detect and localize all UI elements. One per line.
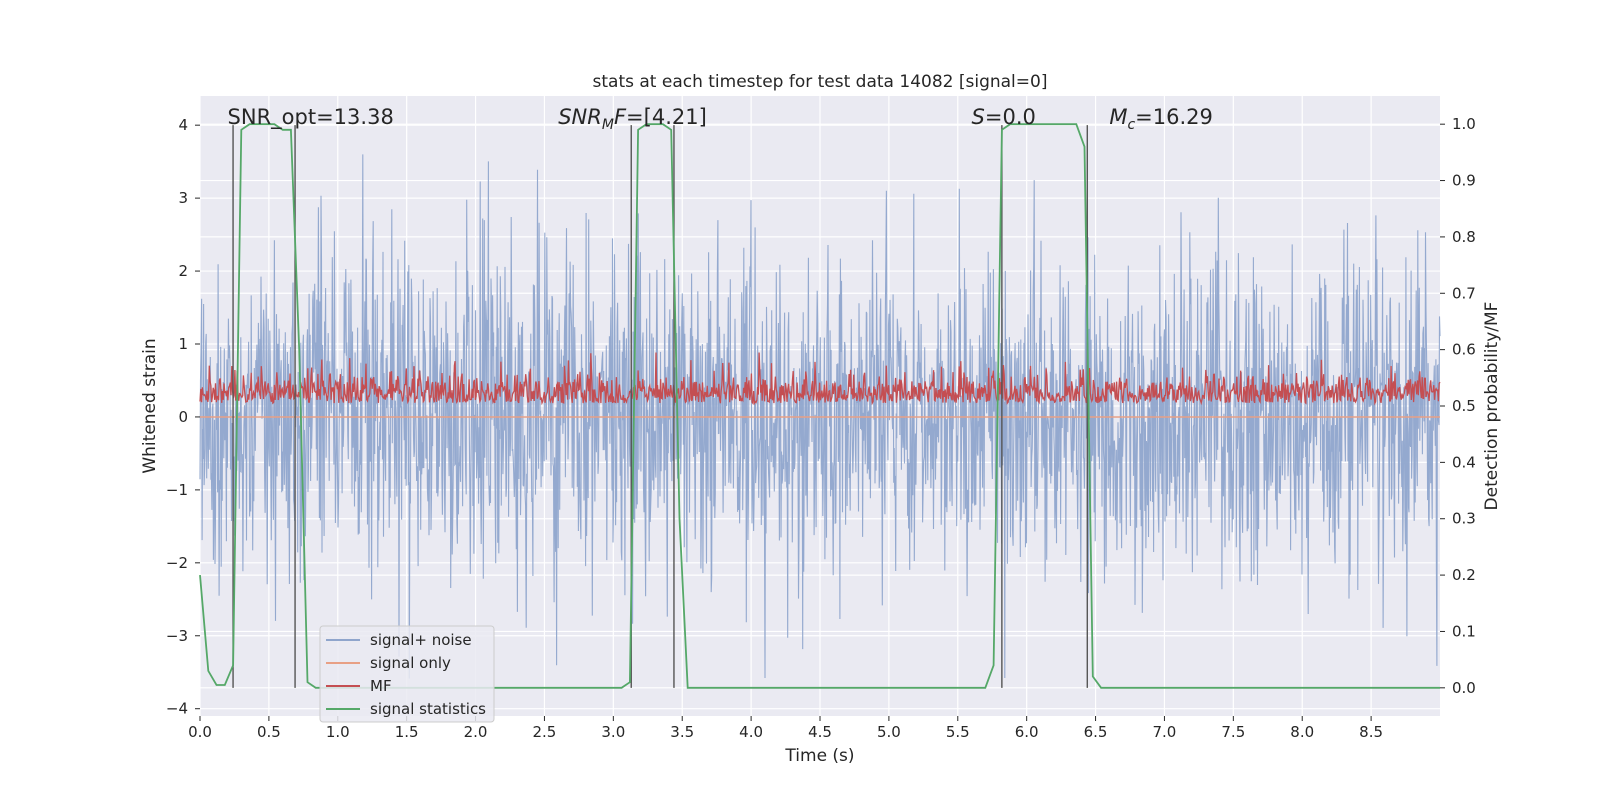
annotations: SNR_opt=13.38 SNRMF=[4.21] S=0.0 Mc=16.29 <box>228 105 1213 133</box>
ticks: 0.0 0.5 1.0 1.5 2.0 2.5 3.0 3.5 4.0 4.5 5.0 5.5 6.0 6… <box>166 115 1476 741</box>
y-tick-label: −3 <box>166 627 188 645</box>
y2-tick-label: 0.5 <box>1452 397 1476 415</box>
x-tick-label: 1.5 <box>395 723 419 741</box>
y2-tick-label: 0.3 <box>1452 510 1476 528</box>
y2-tick-label: 0.0 <box>1452 679 1476 697</box>
series-mf <box>199 352 1441 406</box>
y2-tick-label: 0.8 <box>1452 228 1476 246</box>
legend-label-signal-noise: signal+ noise <box>370 631 472 649</box>
x-tick-label: 2.5 <box>533 723 557 741</box>
x-tick-label: 1.0 <box>326 723 350 741</box>
y2-tick-label: 0.9 <box>1452 172 1476 190</box>
y2-tick-label: 1.0 <box>1452 115 1476 133</box>
x-tick-label: 5.5 <box>946 723 970 741</box>
legend-label-signal-only: signal only <box>370 654 451 672</box>
series-signal-noise <box>199 154 1441 679</box>
x-tick-label: 2.0 <box>464 723 488 741</box>
line-signal-noise <box>199 154 1441 679</box>
line-signal-statistics <box>199 123 1440 689</box>
annotation: Mc=16.29 <box>1109 105 1213 133</box>
y2-axis-label: Detection probability/MF <box>1482 302 1502 511</box>
y-tick-label: 0 <box>178 408 188 426</box>
y-tick-label: −2 <box>166 554 188 572</box>
x-tick-label: 0.5 <box>257 723 281 741</box>
y-tick-label: −1 <box>166 481 188 499</box>
x-tick-label: 6.5 <box>1084 723 1108 741</box>
x-tick-label: 7.5 <box>1221 723 1245 741</box>
y-tick-label: 1 <box>178 335 188 353</box>
x-tick-label: 4.5 <box>808 723 832 741</box>
y-tick-label: 4 <box>178 116 188 134</box>
chart-title: stats at each timestep for test data 140… <box>593 72 1048 92</box>
y2-tick-label: 0.6 <box>1452 341 1476 359</box>
legend-label-mf: MF <box>370 677 392 695</box>
x-tick-label: 3.0 <box>601 723 625 741</box>
y2-tick-label: 0.4 <box>1452 453 1476 471</box>
x-tick-label: 6.0 <box>1015 723 1039 741</box>
y2-tick-label: 0.1 <box>1452 622 1476 640</box>
line-mf <box>199 352 1441 406</box>
series-signal-statistics <box>199 123 1440 689</box>
legend-box <box>319 625 495 723</box>
x-tick-label: 5.0 <box>877 723 901 741</box>
x-tick-label: 8.0 <box>1290 723 1314 741</box>
y-tick-label: 3 <box>178 189 188 207</box>
y2-tick-label: 0.2 <box>1452 566 1476 584</box>
x-tick-label: 3.5 <box>670 723 694 741</box>
y-tick-label: −4 <box>166 700 188 718</box>
y-axis-label: Whitened strain <box>140 338 160 473</box>
y-tick-label: 2 <box>178 262 188 280</box>
x-tick-label: 8.5 <box>1359 723 1383 741</box>
x-tick-label: 4.0 <box>739 723 763 741</box>
y2-tick-label: 0.7 <box>1452 284 1476 302</box>
x-axis-label: Time (s) <box>784 746 854 766</box>
x-tick-label: 7.0 <box>1153 723 1177 741</box>
legend: signal+ noise signal only MF signal stat… <box>319 625 495 723</box>
annotation: S=0.0 <box>972 105 1036 129</box>
annotation: SNR_opt=13.38 <box>228 105 394 130</box>
x-tick-label: 0.0 <box>188 723 212 741</box>
legend-label-signal-statistics: signal statistics <box>370 700 486 718</box>
annotation: SNRMF=[4.21] <box>558 105 707 133</box>
